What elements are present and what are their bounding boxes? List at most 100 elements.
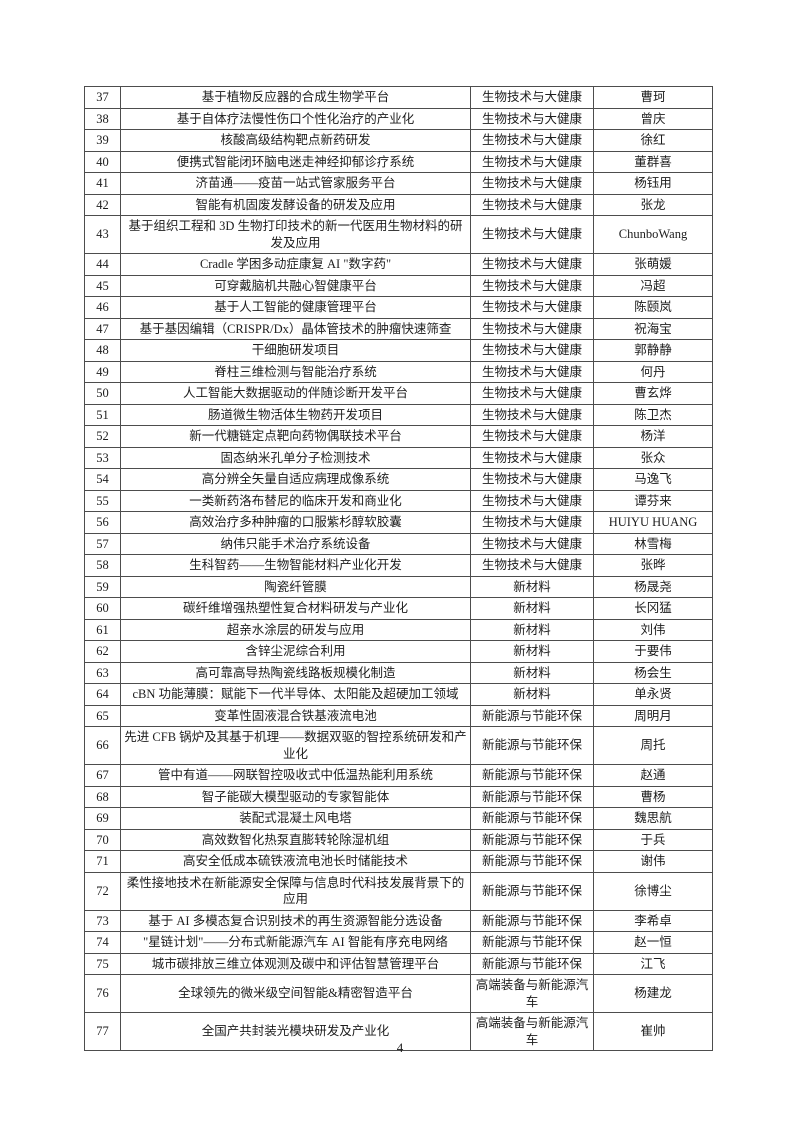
project-name-cell: 便携式智能闭环脑电迷走神经抑郁诊疗系统 — [120, 150, 471, 173]
row-number-cell: 42 — [84, 193, 121, 216]
row-number-cell: 64 — [84, 683, 121, 706]
table-row: 43 基于组织工程和 3D 生物打印技术的新一代医用生物材料的研发及应用 生物技… — [84, 215, 713, 254]
project-name-cell: Cradle 学困多动症康复 AI "数字药" — [120, 253, 471, 276]
category-cell: 生物技术与大健康 — [470, 253, 594, 276]
table-row: 52 新一代糖链定点靶向药物偶联技术平台 生物技术与大健康 杨洋 — [84, 425, 713, 448]
row-number-cell: 51 — [84, 403, 121, 426]
project-name-cell: 含锌尘泥综合利用 — [120, 640, 471, 663]
person-name-cell: 曹玄烨 — [593, 382, 713, 405]
category-cell: 生物技术与大健康 — [470, 511, 594, 534]
category-cell: 新材料 — [470, 575, 594, 598]
table-row: 47 基于基因编辑（CRISPR/Dx）晶体管技术的肿瘤快速筛查 生物技术与大健… — [84, 317, 713, 340]
table-row: 73 基于 AI 多模态复合识别技术的再生资源智能分选设备 新能源与节能环保 李… — [84, 909, 713, 932]
project-name-cell: 基于人工智能的健康管理平台 — [120, 296, 471, 319]
category-cell: 生物技术与大健康 — [470, 382, 594, 405]
row-number-cell: 74 — [84, 931, 121, 954]
row-number-cell: 48 — [84, 339, 121, 362]
project-name-cell: 高效数智化热泵直膨转轮除湿机组 — [120, 828, 471, 851]
table-row: 71 高安全低成本硫铁液流电池长时储能技术 新能源与节能环保 谢伟 — [84, 850, 713, 873]
category-cell: 生物技术与大健康 — [470, 403, 594, 426]
category-cell: 生物技术与大健康 — [470, 193, 594, 216]
category-cell: 生物技术与大健康 — [470, 532, 594, 555]
table-row: 50 人工智能大数据驱动的伴随诊断开发平台 生物技术与大健康 曹玄烨 — [84, 382, 713, 405]
table-row: 65 变革性固液混合铁基液流电池 新能源与节能环保 周明月 — [84, 704, 713, 727]
table-row: 49 脊柱三维检测与智能治疗系统 生物技术与大健康 何丹 — [84, 360, 713, 383]
person-name-cell: 徐博尘 — [593, 871, 713, 911]
project-name-cell: 生科智药——生物智能材料产业化开发 — [120, 554, 471, 577]
project-name-cell: 可穿戴脑机共融心智健康平台 — [120, 274, 471, 297]
row-number-cell: 43 — [84, 215, 121, 254]
row-number-cell: 76 — [84, 974, 121, 1013]
row-number-cell: 52 — [84, 425, 121, 448]
table-row: 64 cBN 功能薄膜：赋能下一代半导体、太阳能及超硬加工领域 新材料 单永贤 — [84, 683, 713, 706]
person-name-cell: 郭静静 — [593, 339, 713, 362]
person-name-cell: HUIYU HUANG — [593, 511, 713, 534]
row-number-cell: 71 — [84, 850, 121, 873]
project-name-cell: 新一代糖链定点靶向药物偶联技术平台 — [120, 425, 471, 448]
table-row: 59 陶瓷纤管膜 新材料 杨晟尧 — [84, 575, 713, 598]
person-name-cell: 林雪梅 — [593, 532, 713, 555]
row-number-cell: 61 — [84, 618, 121, 641]
project-name-cell: 全球领先的微米级空间智能&精密智造平台 — [120, 974, 471, 1013]
person-name-cell: 谭芬来 — [593, 489, 713, 512]
row-number-cell: 75 — [84, 952, 121, 975]
person-name-cell: 于兵 — [593, 828, 713, 851]
category-cell: 新材料 — [470, 597, 594, 620]
row-number-cell: 44 — [84, 253, 121, 276]
category-cell: 生物技术与大健康 — [470, 425, 594, 448]
person-name-cell: 长冈猛 — [593, 597, 713, 620]
table-row: 66 先进 CFB 锅炉及其基于机理——数据双驱的智控系统研发和产业化 新能源与… — [84, 726, 713, 765]
category-cell: 新能源与节能环保 — [470, 828, 594, 851]
row-number-cell: 62 — [84, 640, 121, 663]
row-number-cell: 59 — [84, 575, 121, 598]
row-number-cell: 53 — [84, 446, 121, 469]
person-name-cell: 祝海宝 — [593, 317, 713, 340]
project-name-cell: 城市碳排放三维立体观测及碳中和评估智慧管理平台 — [120, 952, 471, 975]
person-name-cell: 李希卓 — [593, 909, 713, 932]
project-name-cell: 基于 AI 多模态复合识别技术的再生资源智能分选设备 — [120, 909, 471, 932]
category-cell: 生物技术与大健康 — [470, 172, 594, 195]
category-cell: 生物技术与大健康 — [470, 489, 594, 512]
row-number-cell: 73 — [84, 909, 121, 932]
person-name-cell: 曾庆 — [593, 107, 713, 130]
project-name-cell: 干细胞研发项目 — [120, 339, 471, 362]
row-number-cell: 60 — [84, 597, 121, 620]
table-row: 48 干细胞研发项目 生物技术与大健康 郭静静 — [84, 339, 713, 362]
category-cell: 生物技术与大健康 — [470, 468, 594, 491]
person-name-cell: 杨钰用 — [593, 172, 713, 195]
category-cell: 生物技术与大健康 — [470, 215, 594, 254]
table-row: 45 可穿戴脑机共融心智健康平台 生物技术与大健康 冯超 — [84, 274, 713, 297]
category-cell: 生物技术与大健康 — [470, 360, 594, 383]
person-name-cell: 崔帅 — [593, 1012, 713, 1051]
table-row: 39 核酸高级结构靶点新药研发 生物技术与大健康 徐红 — [84, 129, 713, 152]
person-name-cell: 董群喜 — [593, 150, 713, 173]
category-cell: 生物技术与大健康 — [470, 274, 594, 297]
project-name-cell: 超亲水涂层的研发与应用 — [120, 618, 471, 641]
table-row: 44 Cradle 学困多动症康复 AI "数字药" 生物技术与大健康 张萌媛 — [84, 253, 713, 276]
table-row: 70 高效数智化热泵直膨转轮除湿机组 新能源与节能环保 于兵 — [84, 828, 713, 851]
row-number-cell: 56 — [84, 511, 121, 534]
row-number-cell: 77 — [84, 1012, 121, 1051]
table-row: 37 基于植物反应器的合成生物学平台 生物技术与大健康 曹珂 — [84, 86, 713, 109]
person-name-cell: 张晔 — [593, 554, 713, 577]
table-row: 57 纳伟只能手术治疗系统设备 生物技术与大健康 林雪梅 — [84, 532, 713, 555]
project-name-cell: 高安全低成本硫铁液流电池长时储能技术 — [120, 850, 471, 873]
table-row: 56 高效治疗多种肿瘤的口服紫杉醇软胶囊 生物技术与大健康 HUIYU HUAN… — [84, 511, 713, 534]
row-number-cell: 63 — [84, 661, 121, 684]
project-name-cell: 核酸高级结构靶点新药研发 — [120, 129, 471, 152]
person-name-cell: 赵通 — [593, 764, 713, 787]
row-number-cell: 70 — [84, 828, 121, 851]
category-cell: 新能源与节能环保 — [470, 764, 594, 787]
project-name-cell: 基于基因编辑（CRISPR/Dx）晶体管技术的肿瘤快速筛查 — [120, 317, 471, 340]
person-name-cell: 冯超 — [593, 274, 713, 297]
project-name-cell: 高可靠高导热陶瓷线路板规模化制造 — [120, 661, 471, 684]
person-name-cell: 陈颐岚 — [593, 296, 713, 319]
category-cell: 生物技术与大健康 — [470, 554, 594, 577]
table-row: 54 高分辨全矢量自适应病理成像系统 生物技术与大健康 马逸飞 — [84, 468, 713, 491]
category-cell: 新材料 — [470, 683, 594, 706]
project-name-cell: 变革性固液混合铁基液流电池 — [120, 704, 471, 727]
person-name-cell: 何丹 — [593, 360, 713, 383]
project-name-cell: 高效治疗多种肿瘤的口服紫杉醇软胶囊 — [120, 511, 471, 534]
category-cell: 生物技术与大健康 — [470, 86, 594, 109]
table-row: 61 超亲水涂层的研发与应用 新材料 刘伟 — [84, 618, 713, 641]
